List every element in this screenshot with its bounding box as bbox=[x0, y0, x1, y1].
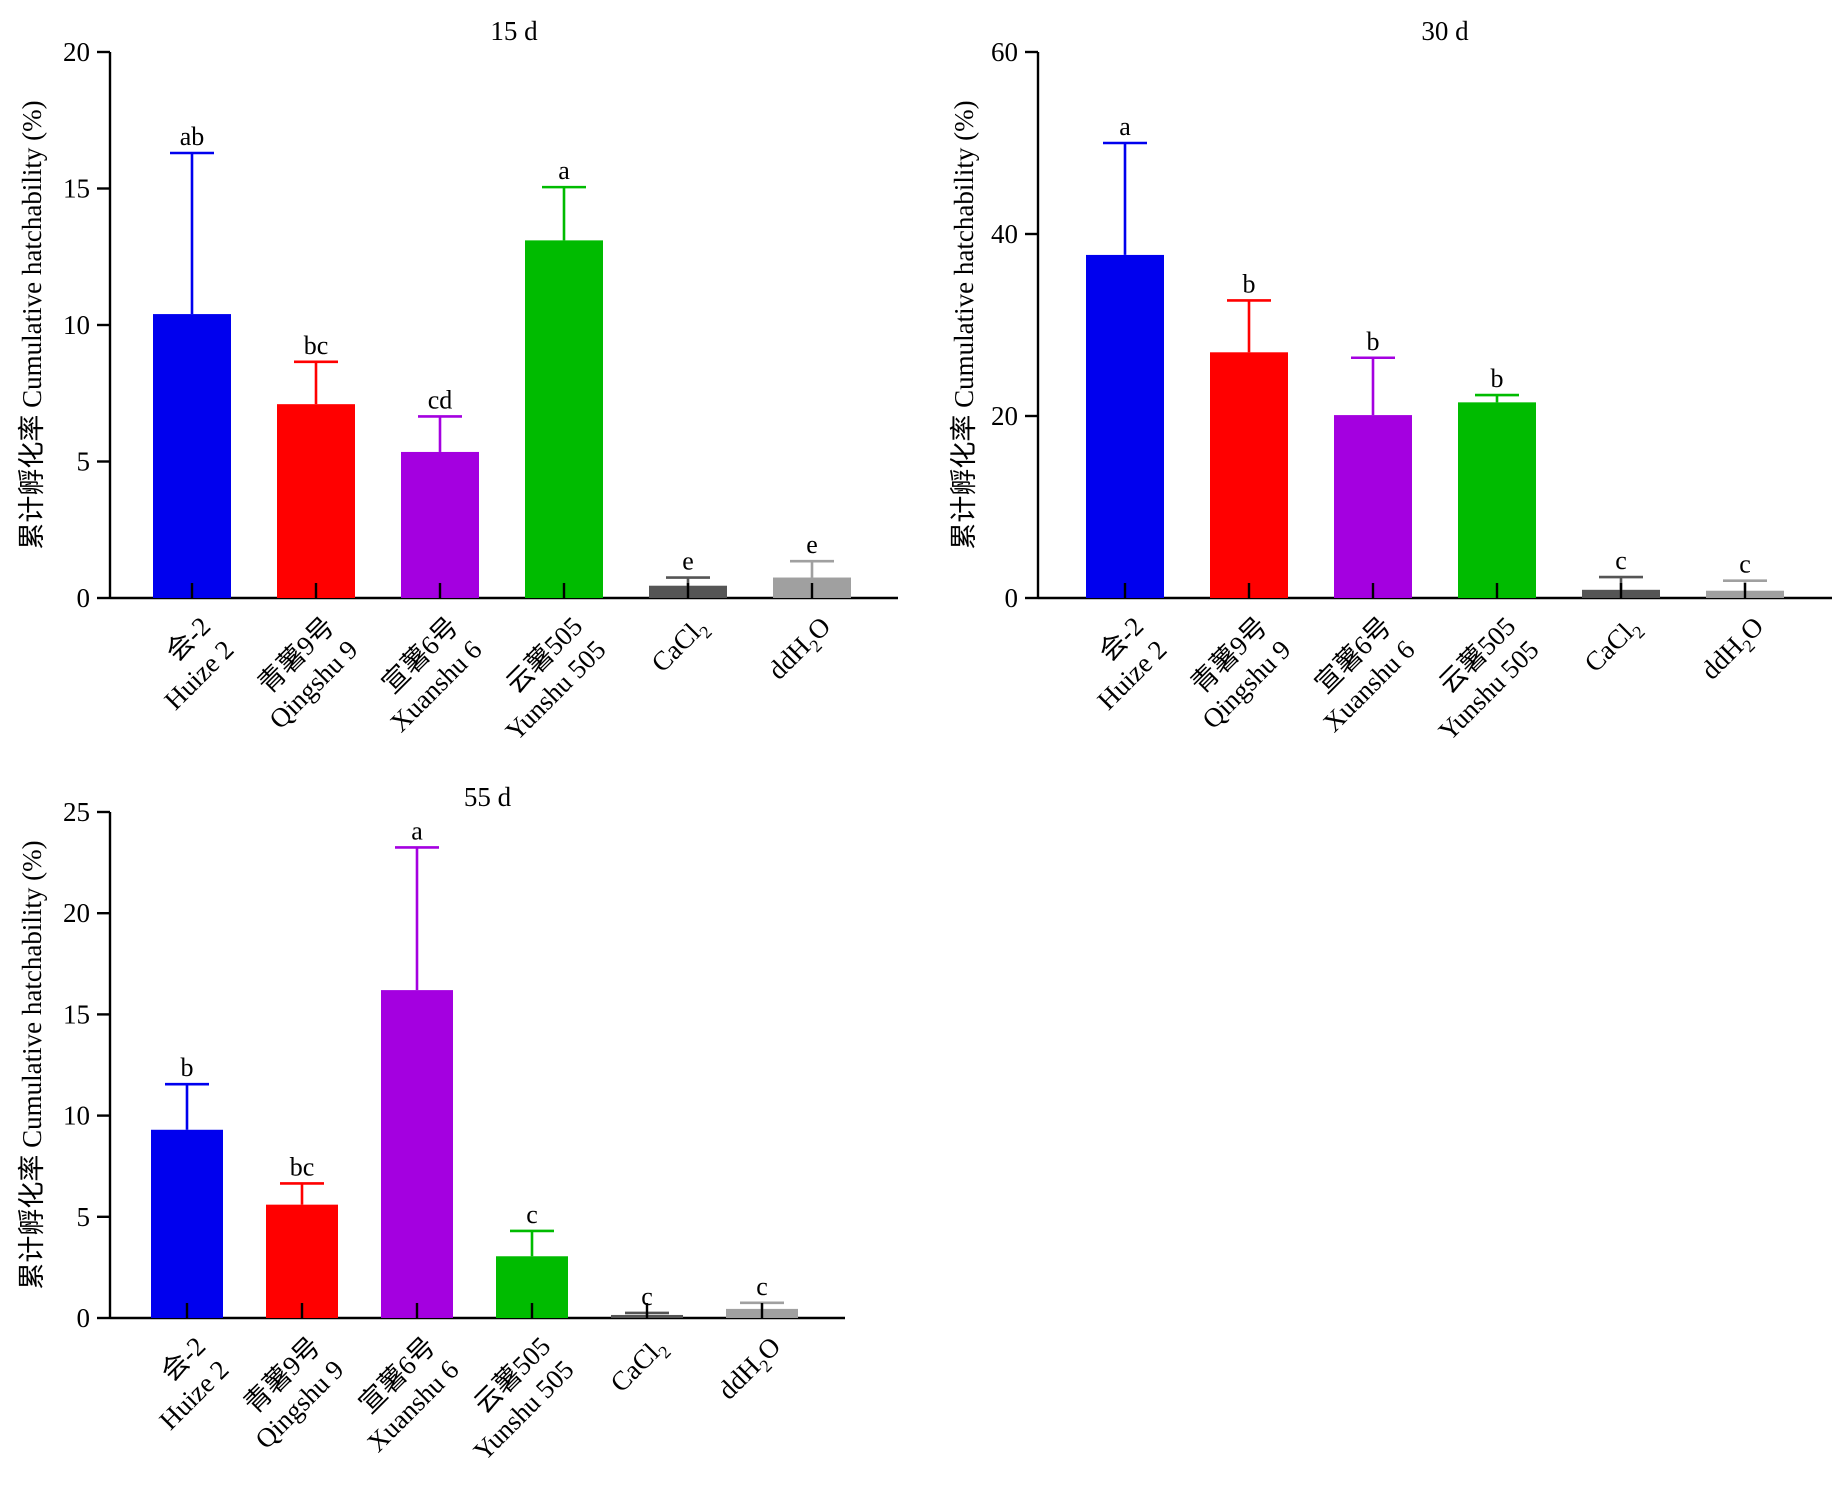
x-tick-label: 青薯9号Qingshu 9 bbox=[1173, 611, 1297, 735]
y-tick-label: 0 bbox=[1005, 583, 1019, 613]
bar bbox=[1334, 415, 1412, 598]
x-tick-label: 青薯9号Qingshu 9 bbox=[240, 611, 364, 735]
x-tick-label: 青薯9号Qingshu 9 bbox=[226, 1331, 350, 1455]
y-tick-label: 0 bbox=[77, 1303, 91, 1333]
y-tick-label: 10 bbox=[63, 310, 90, 340]
x-tick-label: CaCl2 bbox=[604, 1331, 674, 1401]
bar bbox=[381, 990, 453, 1318]
x-tick-label: 会-2Huize 2 bbox=[130, 1331, 234, 1435]
x-tick-label: ddH2O bbox=[1695, 611, 1773, 689]
x-tick-label: CaCl2 bbox=[1578, 611, 1648, 681]
x-tick-label: 云薯505Yunshu 505 bbox=[476, 611, 611, 746]
y-tick-label: 25 bbox=[63, 797, 90, 827]
chart-panel-3: 55 d 累计孵化率 Cumulative hatchability (%) 0 5 1… bbox=[17, 782, 845, 1466]
significance-label: ab bbox=[180, 122, 205, 151]
chart-title: 15 d bbox=[490, 16, 538, 46]
bar bbox=[153, 314, 231, 598]
significance-label: a bbox=[1119, 112, 1131, 141]
significance-label: b bbox=[1367, 327, 1380, 356]
y-tick-label: 5 bbox=[77, 1202, 91, 1232]
bar bbox=[266, 1204, 338, 1318]
significance-label: c bbox=[641, 1282, 653, 1311]
chart-panel-2: 30 d 累计孵化率 Cumulative hatchability (%) 0 20… bbox=[949, 16, 1832, 746]
y-tick-label: 20 bbox=[991, 401, 1018, 431]
significance-label: a bbox=[411, 816, 423, 845]
y-axis-label: 累计孵化率 Cumulative hatchability (%) bbox=[17, 840, 47, 1289]
y-tick-label: 0 bbox=[77, 583, 91, 613]
significance-label: b bbox=[1491, 364, 1504, 393]
x-tick-label: ddH2O bbox=[762, 611, 840, 689]
y-axis-label: 累计孵化率 Cumulative hatchability (%) bbox=[17, 100, 47, 549]
x-tick-label: CaCl2 bbox=[645, 611, 715, 681]
significance-label: bc bbox=[290, 1152, 315, 1181]
bar bbox=[1458, 402, 1536, 598]
x-tick-label: 宣薯6号Xuanshu 6 bbox=[338, 1331, 465, 1458]
y-tick-label: 10 bbox=[63, 1101, 90, 1131]
chart-title: 30 d bbox=[1421, 16, 1469, 46]
x-tick-label: 会-2Huize 2 bbox=[1068, 611, 1172, 715]
significance-label: cd bbox=[428, 385, 453, 414]
significance-label: a bbox=[558, 156, 570, 185]
y-tick-label: 60 bbox=[991, 37, 1018, 67]
significance-label: c bbox=[526, 1200, 538, 1229]
chart-panel-1: 15 d 累计孵化率 Cumulative hatchability (%) 0 5 1… bbox=[17, 16, 898, 746]
significance-label: bc bbox=[304, 331, 329, 360]
y-tick-label: 20 bbox=[63, 37, 90, 67]
x-tick-label: 云薯505Yunshu 505 bbox=[1409, 611, 1544, 746]
significance-label: c bbox=[1739, 550, 1751, 579]
y-axis-label: 累计孵化率 Cumulative hatchability (%) bbox=[949, 100, 979, 549]
bar bbox=[1210, 352, 1288, 598]
bar bbox=[525, 240, 603, 598]
y-tick-label: 15 bbox=[63, 174, 90, 204]
significance-label: e bbox=[682, 547, 694, 576]
bar bbox=[401, 451, 479, 598]
significance-label: b bbox=[1243, 269, 1256, 298]
bar bbox=[277, 404, 355, 598]
significance-label: c bbox=[1615, 546, 1627, 575]
y-tick-label: 40 bbox=[991, 219, 1018, 249]
x-tick-label: 宣薯6号Xuanshu 6 bbox=[361, 611, 488, 738]
chart-title: 55 d bbox=[464, 782, 512, 812]
bar bbox=[1086, 254, 1164, 598]
y-tick-label: 5 bbox=[77, 447, 91, 477]
bar bbox=[151, 1129, 223, 1318]
y-tick-label: 15 bbox=[63, 999, 90, 1029]
significance-label: c bbox=[756, 1272, 768, 1301]
x-tick-label: 宣薯6号Xuanshu 6 bbox=[1294, 611, 1421, 738]
x-tick-label: 云薯505Yunshu 505 bbox=[444, 1331, 579, 1466]
significance-label: b bbox=[181, 1053, 194, 1082]
x-tick-label: ddH2O bbox=[712, 1331, 790, 1409]
x-tick-label: 会-2Huize 2 bbox=[135, 611, 239, 715]
significance-label: e bbox=[806, 530, 818, 559]
y-tick-label: 20 bbox=[63, 898, 90, 928]
